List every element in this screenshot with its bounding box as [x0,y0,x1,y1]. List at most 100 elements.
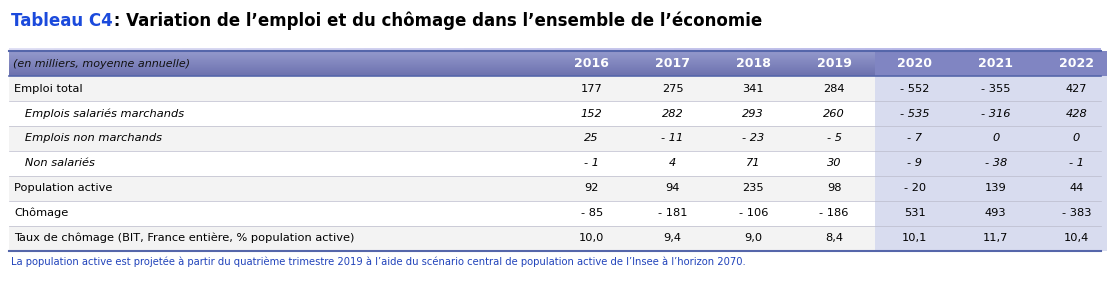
Bar [127,48,136,50]
Bar [655,48,664,50]
Bar [1036,151,1107,176]
Bar [910,48,919,50]
Bar [955,151,1036,176]
Bar [227,48,237,50]
Bar [774,48,783,50]
Text: 428: 428 [1066,108,1087,119]
Bar [1036,126,1107,151]
Bar [1036,51,1107,76]
Bar [582,48,591,50]
Text: 9,0: 9,0 [744,233,763,243]
Bar [565,48,573,50]
Text: - 106: - 106 [738,208,768,218]
Text: (en milliers, moyenne annuelle): (en milliers, moyenne annuelle) [13,59,190,69]
Text: : Variation de l’emploi et du chômage dans l’ensemble de l’économie: : Variation de l’emploi et du chômage da… [108,12,763,30]
Bar [1065,48,1074,50]
Bar [273,48,282,50]
Bar [792,48,801,50]
Bar [9,68,1101,69]
Text: - 316: - 316 [981,108,1011,119]
Bar [345,48,355,50]
Bar [9,63,1101,64]
Text: 275: 275 [662,84,683,94]
Bar [9,57,1101,58]
Bar [955,76,1036,101]
Bar [601,48,610,50]
Bar [190,48,200,50]
Bar [519,48,528,50]
Bar [9,67,1101,68]
Bar [418,48,427,50]
Bar [1047,48,1056,50]
Bar [710,48,720,50]
Text: 10,1: 10,1 [902,233,928,243]
Bar [875,126,955,151]
Bar [246,48,255,50]
Bar [801,48,810,50]
Bar [720,48,728,50]
Bar [875,101,955,126]
Text: Tableau C4: Tableau C4 [11,12,113,30]
Text: - 186: - 186 [819,208,849,218]
Bar [9,58,1101,59]
Bar [45,48,54,50]
Bar [883,48,892,50]
Bar [427,48,437,50]
Bar [1020,48,1028,50]
Bar [173,48,182,50]
Text: 92: 92 [584,183,599,193]
Bar [1028,48,1037,50]
Bar [9,64,1101,65]
Text: 0: 0 [992,133,1000,144]
Text: 139: 139 [985,183,1006,193]
Bar [9,226,1101,251]
Bar [646,48,655,50]
Bar [692,48,701,50]
Text: 531: 531 [904,208,925,218]
Text: 2020: 2020 [898,57,932,70]
Text: 9,4: 9,4 [663,233,682,243]
Text: 44: 44 [1069,183,1084,193]
Bar [875,76,955,101]
Bar [865,48,873,50]
Bar [1036,76,1107,101]
Bar [955,51,1036,76]
Bar [1036,226,1107,251]
Text: 2018: 2018 [736,57,770,70]
Bar [955,201,1036,226]
Text: 282: 282 [662,108,683,119]
Text: 71: 71 [746,158,761,168]
Bar [410,48,418,50]
Bar [9,101,1101,126]
Bar [446,48,455,50]
Bar [955,101,1036,126]
Text: - 85: - 85 [580,208,603,218]
Bar [638,48,646,50]
Bar [628,48,638,50]
Text: 260: 260 [824,108,845,119]
Bar [9,70,1101,71]
Text: Chômage: Chômage [14,208,69,218]
Bar [282,48,291,50]
Bar [9,55,1101,56]
Text: - 7: - 7 [908,133,922,144]
Text: 341: 341 [743,84,764,94]
Bar [783,48,792,50]
Bar [1002,48,1011,50]
Bar [591,48,601,50]
Bar [18,48,27,50]
Bar [728,48,737,50]
Bar [974,48,983,50]
Bar [391,48,401,50]
Bar [955,126,1036,151]
Text: Emplois salariés marchands: Emplois salariés marchands [14,108,185,119]
Bar [1056,48,1065,50]
Bar [9,73,1101,74]
Bar [664,48,673,50]
Text: 2021: 2021 [979,57,1013,70]
Bar [91,48,100,50]
Bar [136,48,145,50]
Bar [37,48,45,50]
Bar [992,48,1002,50]
Text: 493: 493 [985,208,1006,218]
